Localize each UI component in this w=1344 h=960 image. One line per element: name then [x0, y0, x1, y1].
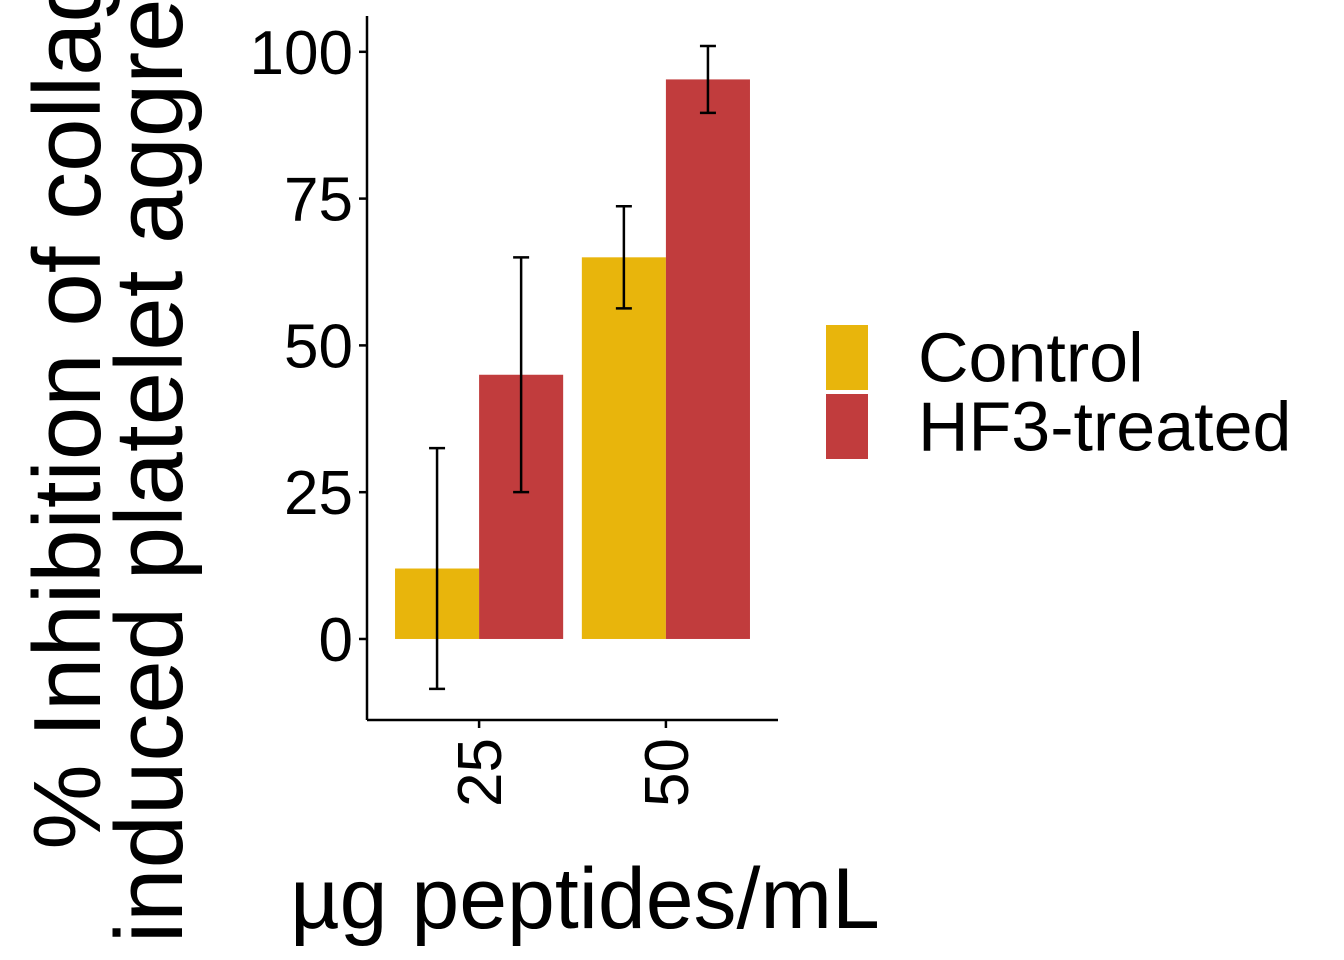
y-tick-label: 100: [250, 19, 353, 88]
legend-label: Control: [918, 319, 1144, 397]
x-axis-title: µg peptides/mL: [290, 851, 880, 947]
y-tick-label: 75: [284, 166, 353, 235]
error-bar: [699, 44, 716, 115]
y-tick-label: 50: [284, 312, 353, 381]
y-tick-label: 0: [319, 606, 353, 675]
legend-key: [826, 394, 868, 459]
bar: [581, 257, 666, 639]
error-bar: [615, 204, 632, 310]
y-axis-title-line: % Inhibition of collagen-: [14, 0, 121, 850]
x-tick-label: 50: [633, 738, 702, 807]
y-axis-title-line: induced platelet aggregation: [96, 0, 203, 943]
legend-label: HF3-treated: [918, 388, 1291, 466]
x-tick-label: 25: [446, 738, 515, 807]
error-bar: [513, 256, 530, 494]
bar: [665, 79, 750, 639]
y-tick-label: 25: [284, 459, 353, 528]
error-bar: [429, 446, 446, 691]
legend-key: [826, 325, 868, 390]
y-axis-title: % Inhibition of collagen- induced platel…: [14, 0, 203, 943]
